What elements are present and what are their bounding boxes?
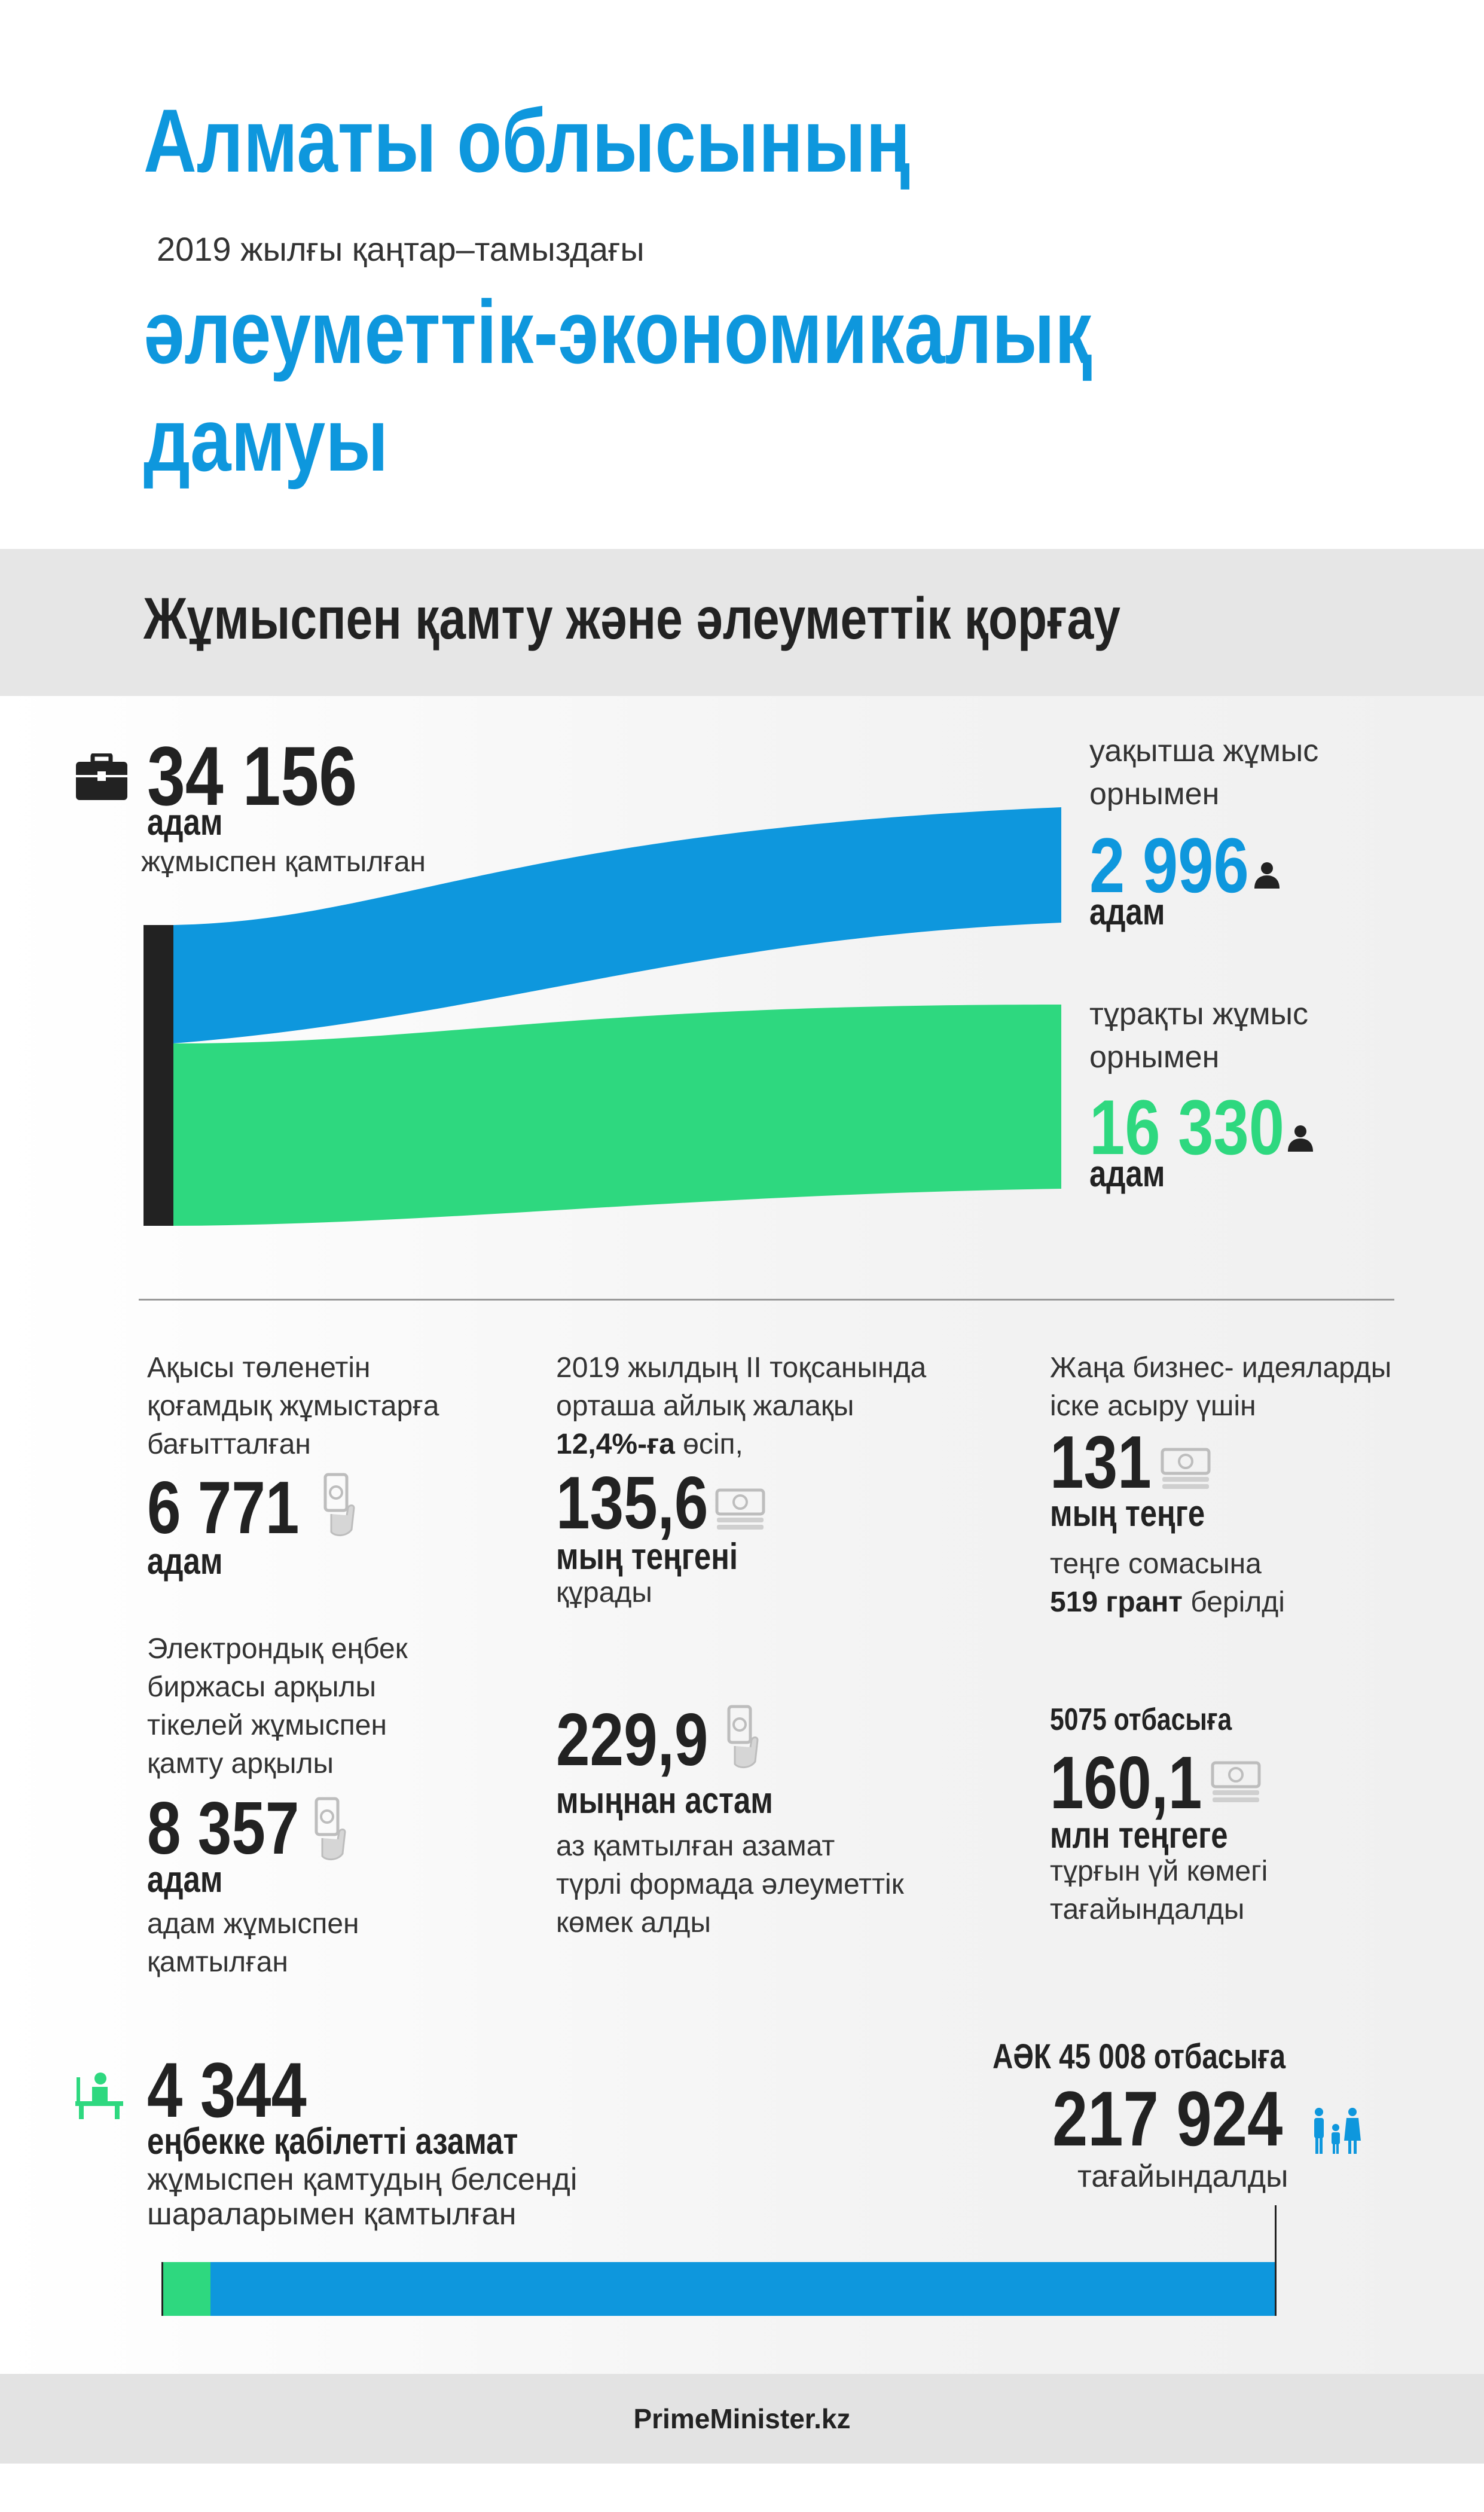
salary-percent: 12,4%-ға bbox=[556, 1429, 675, 1460]
salary-text: 2019 жылдың II тоқсанында орташа айлық ж… bbox=[556, 1352, 927, 1460]
active-measures-value: 4 344 bbox=[147, 2046, 307, 2133]
exchange-value: 8 357 bbox=[147, 1787, 300, 1870]
aek-value: 217 924 bbox=[1052, 2075, 1283, 2162]
active-measures-unit: еңбекке қабілетті азамат bbox=[147, 2121, 518, 2162]
footer-link[interactable]: PrimeMinister.kz bbox=[0, 2374, 1484, 2464]
permanent-value: 16 330 bbox=[1089, 1083, 1285, 1171]
subtitle: 2019 жылғы қаңтар–тамыздағы bbox=[157, 230, 645, 268]
footer-text: PrimeMinister.kz bbox=[633, 2403, 851, 2434]
salary-unit: мың теңгені bbox=[556, 1536, 738, 1577]
temporary-value: 2 996 bbox=[1089, 822, 1249, 909]
worker-desk-icon bbox=[75, 2071, 123, 2119]
person-icon bbox=[1287, 1124, 1314, 1152]
section-title: Жұмыспен қамту және әлеуметтік қорғау bbox=[143, 585, 1121, 651]
aek-top: АӘК 45 008 отбасыға bbox=[993, 2037, 1286, 2076]
section-band bbox=[0, 549, 1484, 696]
business-unit: мың теңге bbox=[1050, 1493, 1205, 1534]
active-measures-after: жұмыспен қамтудың белсенді шараларымен қ… bbox=[147, 2162, 578, 2232]
footer bbox=[0, 2374, 1484, 2464]
hand-coin-icon bbox=[323, 1472, 356, 1538]
temporary-unit: адам bbox=[1089, 892, 1165, 933]
coverage-bar bbox=[161, 2205, 1277, 2319]
employed-unit: адам bbox=[147, 802, 223, 843]
housing-top: 5075 отбасыға bbox=[1050, 1702, 1232, 1737]
money-stack-icon bbox=[1160, 1447, 1211, 1491]
aek-after: тағайындалды bbox=[1077, 2159, 1288, 2194]
social-help-after: аз қамтылған азамат түрлі формада әлеуме… bbox=[556, 1830, 904, 1939]
flow-source-bar bbox=[143, 925, 173, 1226]
housing-unit: млн теңгеге bbox=[1050, 1815, 1228, 1856]
salary-after: құрады bbox=[556, 1577, 652, 1608]
title-line-2: әлеуметтік-экономикалық bbox=[143, 282, 1092, 382]
money-stack-icon bbox=[1210, 1760, 1262, 1805]
title-line-1: Алматы облысының bbox=[143, 90, 911, 191]
divider bbox=[139, 1299, 1394, 1301]
briefcase-icon bbox=[75, 753, 129, 801]
exchange-text: Электрондық еңбек биржасы арқылы тікелей… bbox=[147, 1633, 408, 1780]
money-stack-icon bbox=[714, 1488, 766, 1532]
public-works-unit: адам bbox=[147, 1541, 223, 1582]
coverage-bar-left-tick bbox=[161, 2262, 163, 2316]
business-after: теңге сомасына 519 грант берілді bbox=[1050, 1548, 1285, 1618]
coverage-bar-right-tick bbox=[1275, 2205, 1277, 2316]
family-icon bbox=[1311, 2107, 1361, 2155]
employed-label: жұмыспен қамтылған bbox=[141, 846, 426, 878]
hand-coin-icon bbox=[314, 1796, 347, 1862]
temporary-label: уақытша жұмыс орнымен bbox=[1089, 734, 1319, 811]
exchange-unit: адам bbox=[147, 1859, 223, 1900]
person-icon bbox=[1253, 861, 1281, 889]
housing-value: 160,1 bbox=[1050, 1742, 1202, 1824]
social-help-value: 229,9 bbox=[556, 1699, 709, 1781]
business-value: 131 bbox=[1050, 1421, 1152, 1504]
social-help-unit: мыңнан астам bbox=[556, 1780, 773, 1821]
exchange-after: адам жұмыспен қамтылған bbox=[147, 1908, 359, 1978]
public-works-value: 6 771 bbox=[147, 1467, 300, 1549]
salary-value: 135,6 bbox=[556, 1462, 709, 1545]
hand-coin-icon bbox=[726, 1704, 760, 1770]
flow-diagram bbox=[143, 807, 1076, 1232]
housing-after: тұрғын үй көмегі тағайындалды bbox=[1050, 1855, 1268, 1925]
flow-temporary-band bbox=[173, 807, 1061, 1043]
coverage-bar-green bbox=[163, 2262, 210, 2316]
employed-value: 34 156 bbox=[147, 729, 358, 823]
grant-count: 519 грант bbox=[1050, 1586, 1183, 1618]
title-line-3: дамуы bbox=[143, 389, 389, 490]
permanent-label: тұрақты жұмыс орнымен bbox=[1089, 997, 1308, 1075]
flow-permanent-band bbox=[173, 1005, 1061, 1226]
business-after-rest: берілді bbox=[1182, 1586, 1285, 1618]
public-works-text: Ақысы төленетін қоғамдық жұмыстарға бағы… bbox=[147, 1352, 439, 1460]
salary-text-rest: өсіп, bbox=[674, 1429, 743, 1460]
permanent-unit: адам bbox=[1089, 1153, 1165, 1195]
business-text: Жаңа бизнес- идеяларды іске асыру үшін bbox=[1050, 1352, 1392, 1422]
coverage-bar-blue bbox=[210, 2262, 1276, 2316]
